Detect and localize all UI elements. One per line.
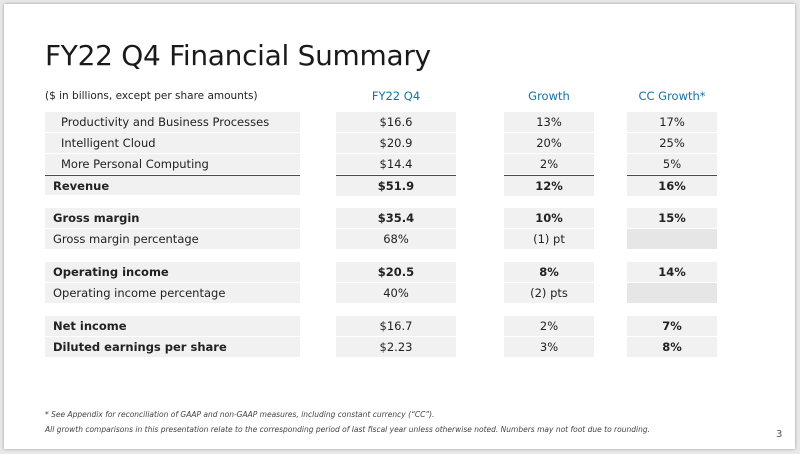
- row-growth-value: 13%: [504, 112, 594, 132]
- row-growth-value: 12%: [504, 175, 594, 196]
- column-header-cc-growth: CC Growth*: [638, 89, 706, 103]
- row-cc-growth-value: 16%: [627, 175, 717, 196]
- row-cc-growth-value: 15%: [627, 208, 717, 228]
- row-label: Gross margin: [45, 208, 300, 228]
- row-cc-growth-value: 7%: [627, 316, 717, 336]
- slide: FY22 Q4 Financial Summary ($ in billions…: [4, 4, 795, 449]
- row-fy22q4-value: 68%: [336, 229, 456, 249]
- row-label: Intelligent Cloud: [45, 133, 300, 153]
- row-fy22q4-value: 40%: [336, 283, 456, 303]
- row-fy22q4-value: $16.7: [336, 316, 456, 336]
- row-cc-growth-value: 5%: [627, 154, 717, 174]
- row-growth-value: 20%: [504, 133, 594, 153]
- row-cc-growth-value: 14%: [627, 262, 717, 282]
- column-header-growth: Growth: [528, 89, 570, 103]
- row-growth-value: (1) pt: [504, 229, 594, 249]
- row-label: More Personal Computing: [45, 154, 300, 174]
- page-number: 3: [776, 429, 783, 440]
- row-growth-value: 3%: [504, 337, 594, 357]
- row-fy22q4-value: $16.6: [336, 112, 456, 132]
- row-cc-growth-value: [627, 283, 717, 303]
- row-fy22q4-value: $2.23: [336, 337, 456, 357]
- row-fy22q4-value: $14.4: [336, 154, 456, 174]
- row-label: Revenue: [45, 175, 300, 195]
- row-fy22q4-value: $51.9: [336, 175, 456, 196]
- row-cc-growth-value: 17%: [627, 112, 717, 132]
- row-fy22q4-value: $20.5: [336, 262, 456, 282]
- row-fy22q4-value: $20.9: [336, 133, 456, 153]
- row-cc-growth-value: [627, 229, 717, 249]
- page-title: FY22 Q4 Financial Summary: [45, 39, 431, 72]
- units-note: ($ in billions, except per share amounts…: [45, 90, 258, 102]
- footnote: All growth comparisons in this presentat…: [45, 425, 650, 434]
- column-header-fy22q4: FY22 Q4: [371, 89, 421, 103]
- row-label: Operating income: [45, 262, 300, 282]
- row-cc-growth-value: 25%: [627, 133, 717, 153]
- row-fy22q4-value: $35.4: [336, 208, 456, 228]
- row-label: Diluted earnings per share: [45, 337, 300, 357]
- row-label: Gross margin percentage: [45, 229, 300, 249]
- footnote: * See Appendix for reconciliation of GAA…: [45, 410, 435, 419]
- row-cc-growth-value: 8%: [627, 337, 717, 357]
- row-growth-value: 8%: [504, 262, 594, 282]
- row-growth-value: 10%: [504, 208, 594, 228]
- row-label: Net income: [45, 316, 300, 336]
- row-label: Operating income percentage: [45, 283, 300, 303]
- row-label: Productivity and Business Processes: [45, 112, 300, 132]
- row-growth-value: (2) pts: [504, 283, 594, 303]
- row-growth-value: 2%: [504, 154, 594, 174]
- row-growth-value: 2%: [504, 316, 594, 336]
